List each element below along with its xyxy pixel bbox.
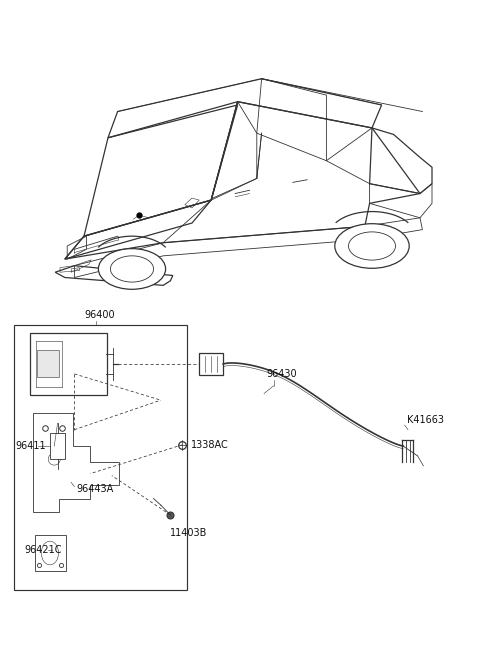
Ellipse shape bbox=[348, 232, 396, 260]
Bar bbox=[50, 433, 65, 459]
Bar bbox=[37, 350, 59, 377]
Ellipse shape bbox=[335, 224, 409, 268]
FancyBboxPatch shape bbox=[30, 333, 107, 395]
Ellipse shape bbox=[48, 453, 60, 465]
Text: 96430: 96430 bbox=[266, 369, 297, 379]
Circle shape bbox=[41, 541, 59, 565]
Bar bbox=[35, 535, 66, 571]
Bar bbox=[14, 325, 187, 590]
Text: 96421C: 96421C bbox=[24, 544, 61, 555]
Ellipse shape bbox=[98, 249, 166, 289]
Text: 1338AC: 1338AC bbox=[191, 440, 229, 450]
Text: 96443A: 96443A bbox=[77, 483, 114, 494]
Text: 11403B: 11403B bbox=[170, 528, 208, 538]
Text: 96400: 96400 bbox=[84, 310, 115, 320]
Ellipse shape bbox=[110, 256, 154, 282]
Text: K41663: K41663 bbox=[407, 415, 444, 425]
Bar bbox=[199, 353, 223, 375]
Text: 96411: 96411 bbox=[15, 441, 46, 451]
